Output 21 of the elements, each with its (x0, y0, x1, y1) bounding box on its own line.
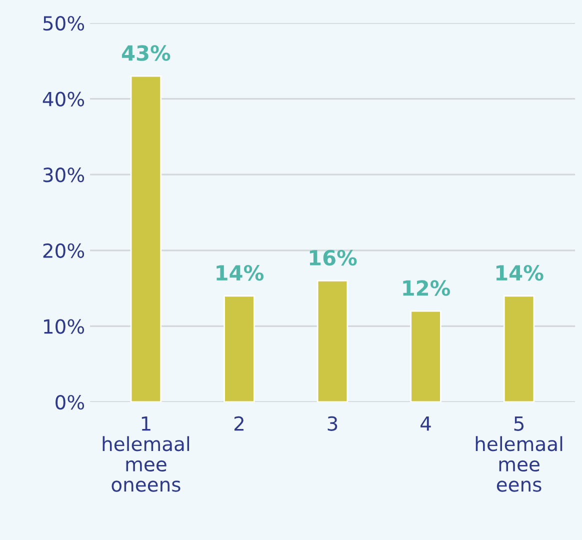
x-tick-label: 1 helemaal mee oneens (102, 416, 190, 492)
bar (224, 295, 255, 402)
x-tick-label: 5 helemaal mee eens (476, 416, 562, 492)
y-tick-label: 20% (43, 243, 84, 258)
bar (410, 310, 442, 402)
bar (316, 280, 348, 402)
y-tick-label: 40% (42, 92, 84, 106)
data-label: 12% (403, 280, 450, 296)
data-label: 43% (122, 45, 170, 61)
bar (503, 295, 535, 402)
x-tick-label: 3 (328, 416, 338, 431)
data-label: 14% (496, 264, 544, 281)
y-tick-label: 10% (44, 319, 84, 334)
data-label: 16% (310, 250, 357, 266)
bar (130, 75, 162, 402)
y-tick-label: 30% (43, 168, 84, 182)
y-tick-label: 50% (43, 16, 84, 31)
y-tick-label: 0% (56, 394, 84, 410)
data-label: 14% (216, 264, 264, 281)
x-tick-label: 4 (420, 416, 431, 431)
x-tick-label: 2 (234, 416, 244, 431)
